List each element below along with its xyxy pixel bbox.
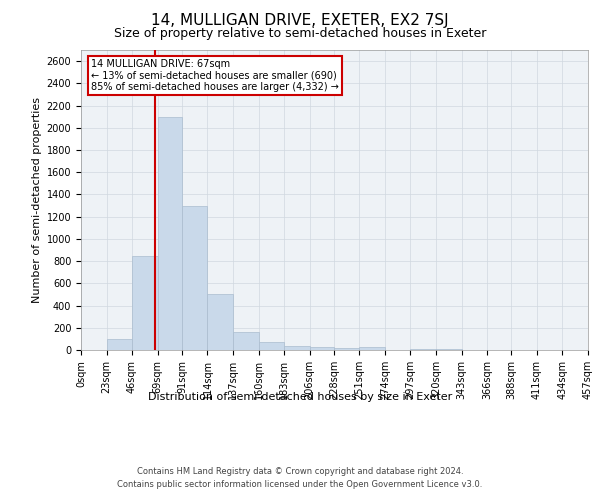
Bar xyxy=(182,206,208,350)
Text: Distribution of semi-detached houses by size in Exeter: Distribution of semi-detached houses by … xyxy=(148,392,452,402)
Bar xyxy=(284,346,310,350)
Bar xyxy=(132,256,158,350)
Bar xyxy=(259,342,284,350)
Y-axis label: Number of semi-detached properties: Number of semi-detached properties xyxy=(32,97,43,303)
Text: Size of property relative to semi-detached houses in Exeter: Size of property relative to semi-detach… xyxy=(114,28,486,40)
Bar xyxy=(158,116,182,350)
Bar xyxy=(208,294,233,350)
Bar xyxy=(334,348,359,350)
Text: Contains HM Land Registry data © Crown copyright and database right 2024.: Contains HM Land Registry data © Crown c… xyxy=(137,468,463,476)
Bar xyxy=(107,339,132,350)
Text: 14, MULLIGAN DRIVE, EXETER, EX2 7SJ: 14, MULLIGAN DRIVE, EXETER, EX2 7SJ xyxy=(151,12,449,28)
Text: 14 MULLIGAN DRIVE: 67sqm
← 13% of semi-detached houses are smaller (690)
85% of : 14 MULLIGAN DRIVE: 67sqm ← 13% of semi-d… xyxy=(91,59,339,92)
Bar xyxy=(359,347,385,350)
Text: Contains public sector information licensed under the Open Government Licence v3: Contains public sector information licen… xyxy=(118,480,482,489)
Bar xyxy=(310,347,334,350)
Bar xyxy=(233,332,259,350)
